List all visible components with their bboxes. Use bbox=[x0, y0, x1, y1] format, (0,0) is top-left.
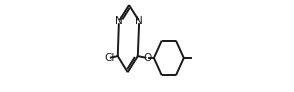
Text: Cl: Cl bbox=[104, 53, 114, 63]
Text: N: N bbox=[135, 16, 143, 26]
Text: O: O bbox=[143, 53, 151, 63]
Text: N: N bbox=[115, 16, 123, 26]
